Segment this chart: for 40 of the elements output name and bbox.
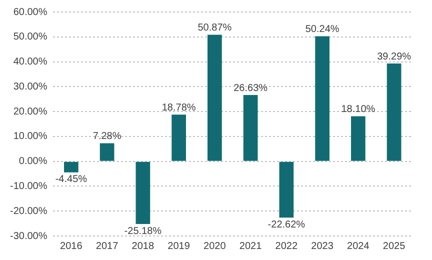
x-tick-label: 2020 (204, 240, 226, 252)
data-label: 50.87% (198, 22, 232, 34)
data-label: 18.78% (162, 102, 196, 114)
y-tick-label: 40.00% (13, 56, 48, 68)
bar (172, 114, 186, 161)
y-tick-label: 50.00% (13, 32, 48, 43)
y-tick-label: 20.00% (13, 106, 48, 118)
y-tick-label: 10.00% (13, 131, 48, 142)
y-tick-label: -20.00% (10, 206, 48, 217)
bar (351, 116, 366, 161)
data-label: 7.28% (92, 130, 122, 142)
bar (100, 143, 114, 161)
data-label: 26.63% (234, 82, 268, 94)
bar (136, 162, 150, 224)
data-label: -4.45% (55, 174, 88, 186)
bar (208, 34, 222, 161)
x-tick-label: 2017 (96, 240, 119, 252)
bar (315, 36, 330, 161)
x-tick-label: 2024 (347, 240, 370, 252)
x-tick-label: 2019 (168, 240, 190, 252)
y-tick-label: 0.00% (18, 156, 48, 168)
bar (64, 162, 78, 172)
y-tick-label: 60.00% (13, 6, 48, 18)
x-tick-label: 2016 (60, 240, 83, 252)
data-label: -25.18% (124, 226, 162, 237)
y-tick-label: -30.00% (10, 230, 48, 242)
y-tick-label: 30.00% (13, 81, 48, 92)
data-label: 39.29% (377, 51, 412, 62)
bar (386, 64, 402, 161)
x-tick-label: 2018 (132, 240, 154, 252)
x-tick-label: 2021 (239, 240, 262, 252)
data-label: 50.24% (305, 24, 340, 36)
bar (243, 95, 258, 161)
data-label: 18.10% (341, 104, 376, 116)
bar (279, 162, 294, 218)
x-tick-label: 2023 (311, 240, 334, 252)
x-tick-label: 2025 (382, 240, 406, 252)
x-tick-label: 2022 (275, 240, 298, 252)
y-tick-label: -10.00% (10, 180, 48, 192)
data-label: -22.62% (268, 219, 306, 230)
